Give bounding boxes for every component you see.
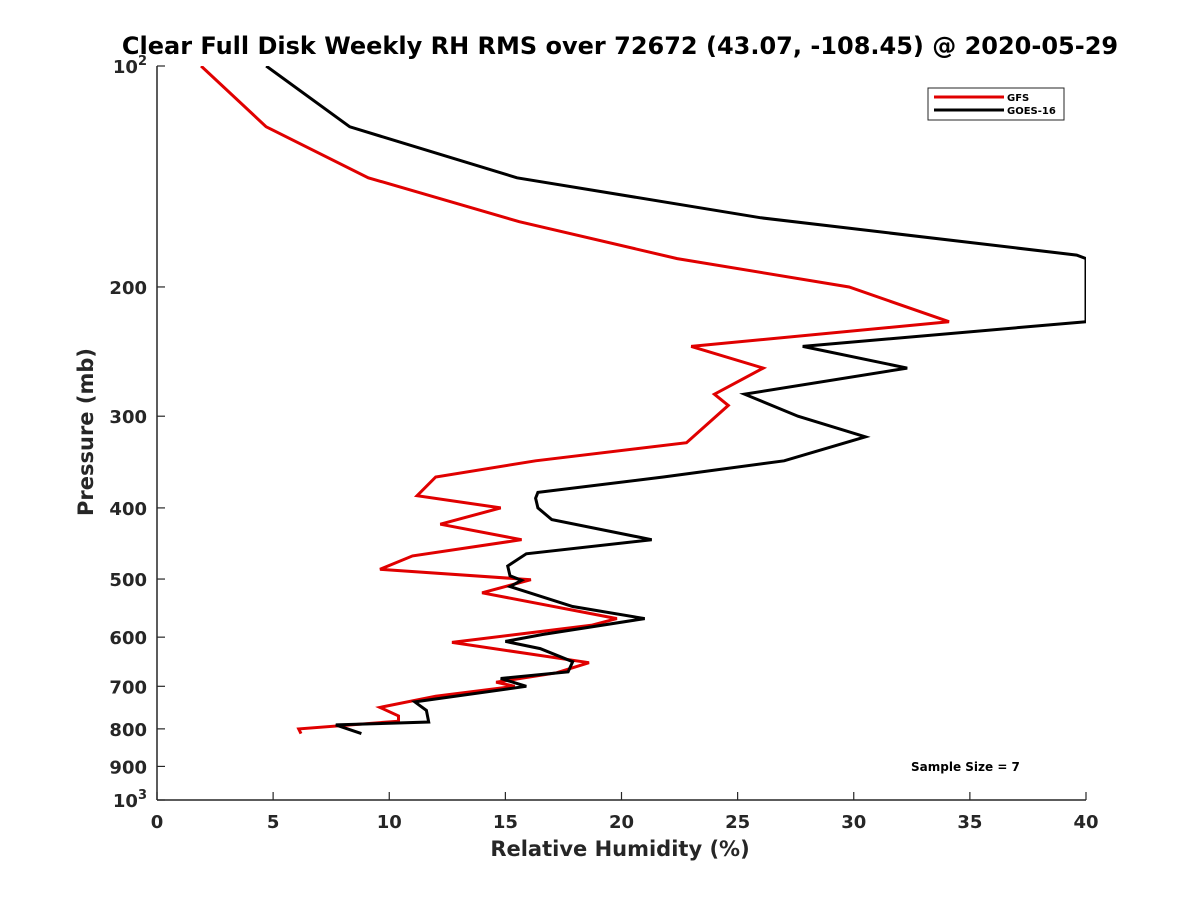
y-tick-label: 102 <box>113 54 147 78</box>
x-tick-label: 40 <box>1073 812 1098 833</box>
x-tick-label: 25 <box>725 812 750 833</box>
legend-label-gfs: GFS <box>1007 93 1029 104</box>
sample-size-annotation: Sample Size = 7 <box>911 760 1020 774</box>
x-tick-label: 10 <box>377 812 402 833</box>
x-tick-label: 35 <box>957 812 982 833</box>
chart-title: Clear Full Disk Weekly RH RMS over 72672… <box>122 32 1118 60</box>
y-tick-label: 900 <box>109 757 147 778</box>
legend: GFS GOES-16 <box>927 87 1065 121</box>
x-tick-label: 30 <box>841 812 866 833</box>
y-tick-label: 700 <box>109 677 147 698</box>
series-line-gfs <box>200 66 950 735</box>
y-tick-label: 600 <box>109 628 147 649</box>
y-tick-label: 300 <box>109 407 147 428</box>
y-ticks: 102 200 300 400 500 600 700 800 900 103 <box>109 54 165 812</box>
x-ticks: 0 5 10 15 20 25 30 35 40 <box>151 792 1099 833</box>
legend-box <box>927 87 1065 121</box>
y-axis-label: Pressure (mb) <box>74 348 98 516</box>
x-tick-label: 20 <box>609 812 634 833</box>
plot-area: 0 5 10 15 20 25 30 35 40 102 200 300 400 500 600 700 80… <box>109 54 1098 833</box>
x-tick-label: 0 <box>151 812 164 833</box>
series-line-goes16 <box>265 66 1086 736</box>
x-tick-label: 5 <box>267 812 280 833</box>
x-tick-label: 15 <box>493 812 518 833</box>
y-tick-label: 103 <box>113 788 147 812</box>
y-tick-label: 400 <box>109 499 147 520</box>
series-layer <box>200 66 1086 736</box>
y-tick-label: 500 <box>109 570 147 591</box>
y-tick-label: 800 <box>109 720 147 741</box>
x-axis-label: Relative Humidity (%) <box>490 837 749 861</box>
y-tick-label: 200 <box>109 278 147 299</box>
legend-label-goes16: GOES-16 <box>1007 106 1056 117</box>
